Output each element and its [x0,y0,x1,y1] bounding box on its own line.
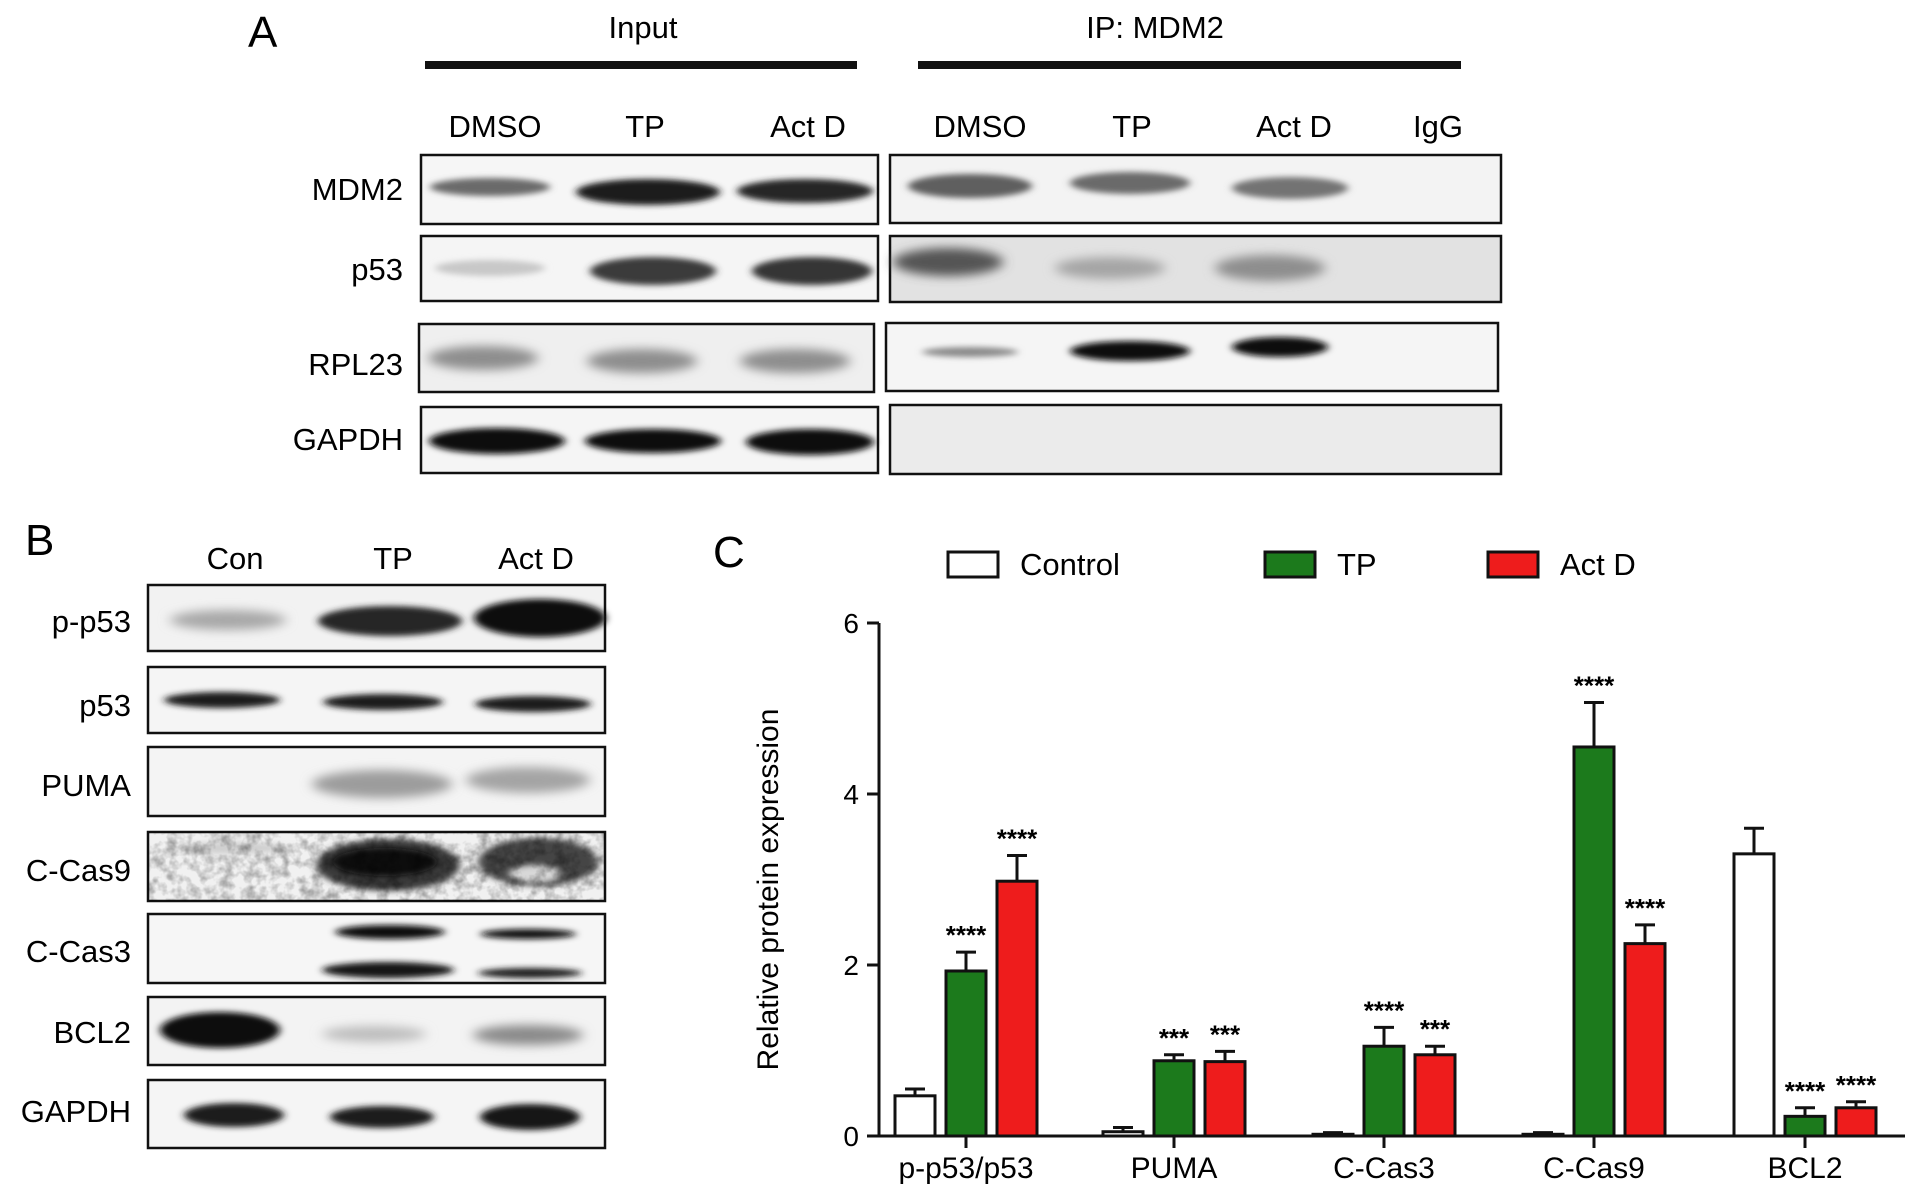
bar [1362,1044,1406,1138]
lane-label: IgG [1413,109,1463,144]
legend-swatch [1263,550,1317,579]
row-label: C-Cas3 [26,934,131,969]
y-tick-label: 6 [843,608,859,639]
blot-input-rpl23 [417,322,876,394]
significance-label: **** [1785,1076,1826,1106]
lane-label: Con [207,541,264,576]
lane-label: TP [373,541,413,576]
blot-b-p53 [146,665,607,735]
x-tick-label: C-Cas3 [1333,1152,1435,1185]
group-line-input [425,61,857,69]
bar [1732,852,1776,1138]
bar [1311,1132,1355,1138]
row-label: C-Cas9 [26,853,131,888]
panel-letter-c: C [713,528,745,577]
group-line-ip [918,61,1461,69]
bar [995,879,1039,1138]
significance-label: *** [1420,1014,1451,1044]
bar [944,969,988,1138]
bar [1203,1060,1247,1138]
significance-label: *** [1210,1019,1241,1049]
significance-label: **** [997,824,1038,854]
legend-swatch [1486,550,1540,579]
row-label: GAPDH [21,1094,131,1129]
chart-bars: *********** ********************** **** [893,671,1878,1138]
panel-c: C Control TP Act D 0 2 4 6 Relative protein ex… [713,528,1905,1185]
bar [1521,1132,1565,1138]
bar [1623,942,1667,1138]
panel-b: B Con TP Act D p-p53 p53 PUMA C-Cas9 C-C… [21,516,607,1150]
x-tick-label: C-Cas9 [1543,1152,1645,1185]
blot-b-c-cas3 [146,912,607,985]
row-label: MDM2 [312,172,403,207]
bar [1101,1130,1145,1138]
row-label: PUMA [41,768,131,803]
chart-legend: Control TP Act D [946,547,1636,582]
legend-label: TP [1337,547,1377,582]
bar [1413,1053,1457,1138]
blot-b-puma [146,745,607,818]
row-label: p53 [351,252,403,287]
legend-swatch [946,550,1000,579]
lane-label: DMSO [449,109,542,144]
blot-input-mdm2 [419,153,880,226]
significance-label: **** [1836,1070,1877,1100]
panel-a: A Input IP: MDM2 DMSO TP Act D DMSO TP A… [248,8,1503,476]
blot-b-bcl2 [146,995,607,1067]
blot-b-p-p53 [146,583,607,653]
x-tick-label: PUMA [1131,1152,1218,1185]
panel-letter-a: A [248,8,278,57]
blot-input-gapdh [419,405,880,475]
row-label: p53 [79,688,131,723]
x-tick-label: BCL2 [1767,1152,1842,1185]
panel-letter-b: B [25,516,54,565]
row-label: p-p53 [52,604,131,639]
significance-label: **** [1574,671,1615,701]
blot-b-c-cas9 [146,830,607,903]
significance-label: *** [1159,1023,1190,1053]
blot-ip-gapdh [888,403,1503,476]
significance-label: **** [1625,893,1666,923]
significance-label: **** [1364,995,1405,1025]
legend-label: Control [1020,547,1120,582]
lane-label: Act D [498,541,574,576]
row-label: RPL23 [308,347,403,382]
blot-ip-rpl23 [884,321,1500,393]
bar [1783,1114,1827,1138]
y-tick-label: 0 [843,1121,859,1152]
bar [1152,1059,1196,1138]
lane-label: TP [1112,109,1152,144]
bar [1834,1106,1878,1138]
lane-label: Act D [770,109,846,144]
blot-ip-mdm2 [888,153,1503,225]
group-header-ip: IP: MDM2 [1086,10,1224,45]
row-label: GAPDH [293,422,403,457]
legend-label: Act D [1560,547,1636,582]
y-tick-label: 4 [843,779,859,810]
lane-label: Act D [1256,109,1332,144]
blot-input-p53 [419,234,880,303]
bar [1572,745,1616,1138]
blot-ip-p53 [888,234,1503,304]
group-header-input: Input [609,10,678,45]
row-label: BCL2 [53,1015,131,1050]
x-tick-label: p-p53/p53 [898,1152,1033,1185]
lane-label: DMSO [934,109,1027,144]
blot-b-gapdh [146,1078,607,1150]
y-tick-label: 2 [843,950,859,981]
significance-label: **** [946,920,987,950]
y-axis-title: Relative protein expression [752,709,785,1071]
chart-axes: 0 2 4 6 Relative protein expression p-p53/p53… [752,608,1905,1185]
lane-label: TP [625,109,665,144]
bar [893,1094,937,1138]
